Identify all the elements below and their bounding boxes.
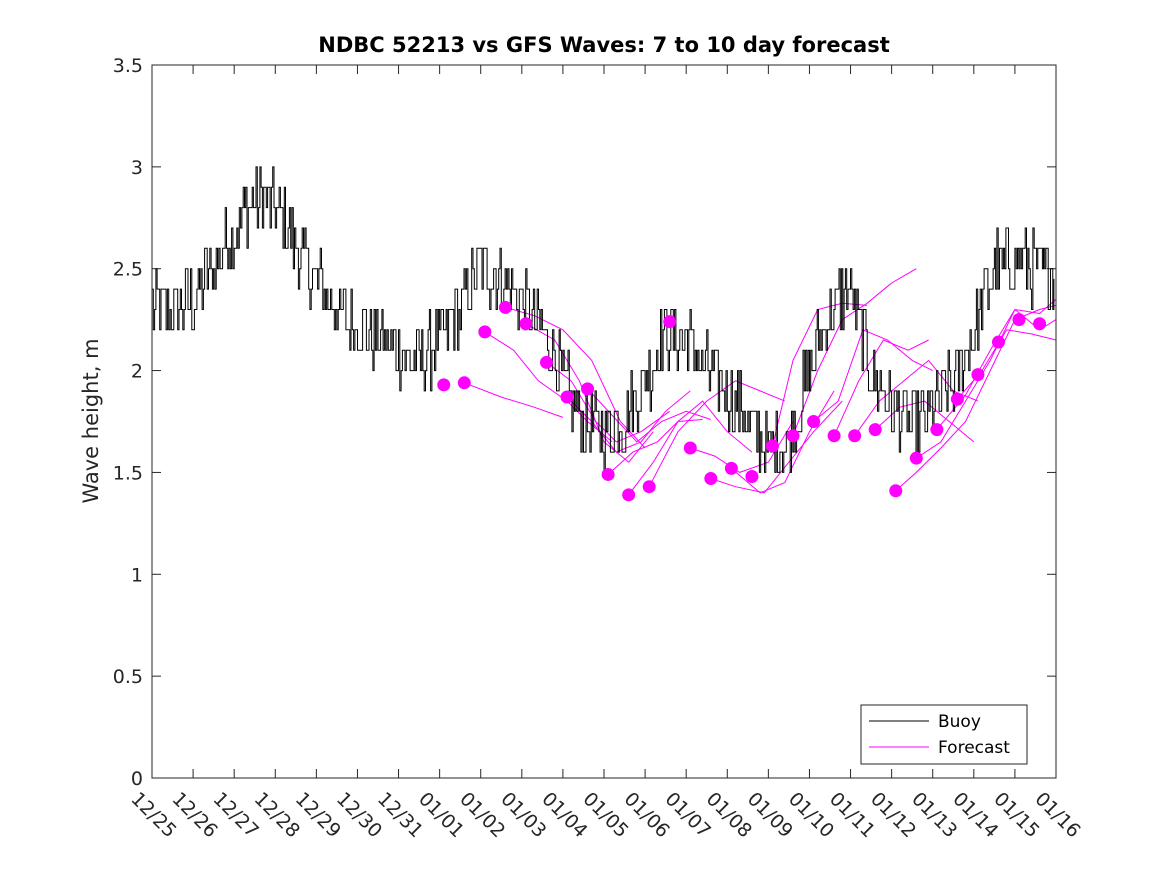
y-tick-label: 2.5: [113, 259, 143, 281]
forecast-point: [539, 355, 553, 369]
forecast-track: [833, 339, 929, 437]
y-tick-label: 0: [131, 768, 143, 790]
forecast-track: [648, 380, 785, 487]
y-tick-label: 3.5: [113, 55, 143, 77]
buoy-series: [152, 166, 1055, 473]
y-axis-label: Wave height, m: [79, 338, 103, 503]
legend: Buoy Forecast: [860, 704, 1028, 765]
forecast-point: [663, 315, 677, 329]
forecast-track: [546, 361, 670, 443]
forecast-point: [478, 325, 492, 339]
forecast-track: [813, 329, 933, 422]
forecast-point: [971, 368, 985, 382]
forecast-track: [628, 400, 753, 496]
forecast-point: [560, 390, 574, 404]
forecast-point: [930, 423, 944, 437]
forecast-point: [1012, 313, 1026, 327]
forecast-track: [895, 304, 1057, 492]
forecast-point: [950, 392, 964, 406]
legend-forecast-label: Forecast: [938, 738, 1010, 758]
y-tick-labels: 0 0.5 1 1.5 2 2.5 3 3.5: [113, 55, 143, 790]
forecast-point: [683, 441, 697, 455]
legend-buoy-label: Buoy: [938, 712, 981, 732]
buoy-line: [152, 166, 1055, 473]
forecast-track: [916, 298, 1057, 459]
forecast-track: [792, 268, 917, 436]
legend-box: [860, 704, 1028, 765]
forecast-point: [457, 376, 471, 390]
forecast-point: [642, 480, 656, 494]
forecast-point: [991, 335, 1005, 349]
forecast-point: [1033, 317, 1047, 331]
forecast-point: [786, 429, 800, 443]
forecast-point: [909, 451, 923, 465]
chart-title: NDBC 52213 vs GFS Waves: 7 to 10 day for…: [318, 33, 889, 57]
forecast-point: [601, 467, 615, 481]
y-tick-label: 2: [131, 361, 143, 383]
forecast-point: [807, 415, 821, 428]
forecast-point: [868, 423, 882, 437]
y-tick-label: 0.5: [113, 666, 143, 688]
forecast-point: [437, 378, 451, 392]
forecast-point: [498, 300, 512, 314]
forecast-track: [957, 329, 1057, 400]
forecast-point: [765, 439, 779, 453]
forecast-point: [724, 461, 738, 475]
forecast-point: [622, 488, 636, 502]
y-tick-label: 3: [131, 157, 143, 179]
y-tick-label: 1: [131, 564, 143, 586]
forecast-track: [607, 419, 703, 475]
forecast-point: [889, 484, 903, 498]
plot-area: [152, 65, 1056, 778]
forecast-track: [464, 382, 564, 418]
forecast-track: [710, 400, 843, 494]
forecast-point: [704, 472, 718, 486]
forecast-point: [745, 470, 759, 484]
forecast-point: [827, 429, 841, 443]
forecast-point: [848, 429, 862, 443]
forecast-point: [519, 317, 533, 331]
forecast-points: [437, 300, 1047, 502]
plot-frame: [151, 64, 1057, 779]
forecast-point: [581, 382, 595, 396]
y-tick-label: 1.5: [113, 462, 143, 484]
